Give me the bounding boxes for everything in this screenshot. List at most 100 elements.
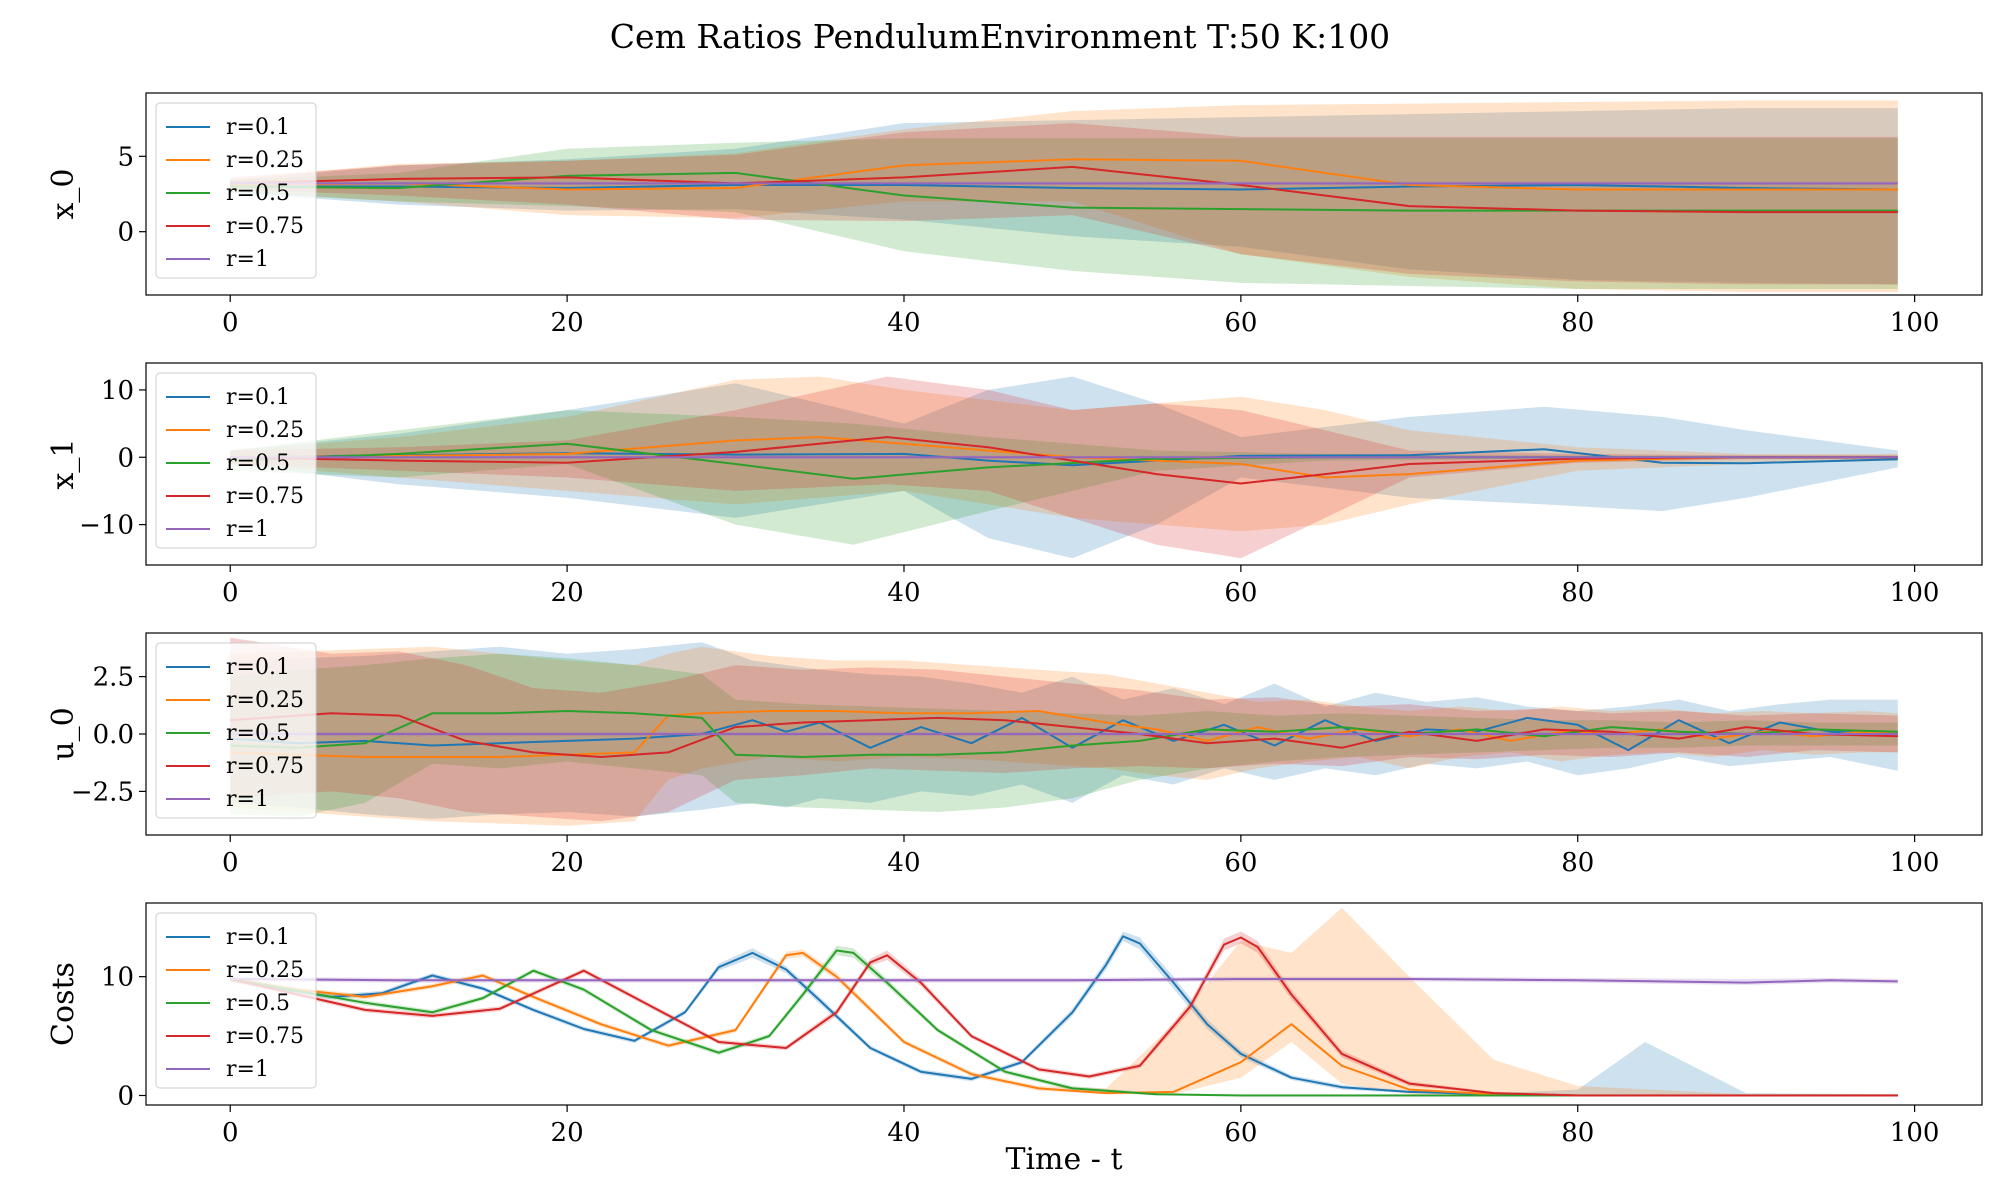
legend: r=0.1 r=0.25 r=0.5 r=0.75 r=1 <box>155 642 317 819</box>
x-tick-label: 0 <box>222 308 239 338</box>
legend-entry-label: r=0.1 <box>226 925 290 950</box>
x-tick-label: 40 <box>887 308 920 338</box>
y-tick-label: −10 <box>79 511 134 541</box>
legend-entry-label: r=0.75 <box>226 214 304 239</box>
legend-entry-label: r=0.1 <box>226 115 290 140</box>
band-r=0.75 <box>230 123 1898 285</box>
x-axis-label: Time - t <box>1005 1142 1122 1177</box>
y-tick-label: 10 <box>101 376 134 406</box>
legend-frame <box>155 642 317 819</box>
x-tick-label: 0 <box>222 578 239 608</box>
line-r=0.75 <box>230 436 1898 485</box>
y-tick-label: 0 <box>117 218 134 248</box>
x-tick-label: 60 <box>1224 1118 1257 1148</box>
x-tick-label: 60 <box>1224 308 1257 338</box>
line-r=0.5 <box>230 710 1898 758</box>
legend-frame <box>155 102 317 279</box>
band-r=0.75 <box>230 376 1898 559</box>
x-tick-label: 100 <box>1890 308 1940 338</box>
legend-entry-label: r=0.5 <box>226 721 290 746</box>
band-r=0.5 <box>230 653 1898 817</box>
axes-frame <box>145 902 1983 1106</box>
legend-entry-label: r=0.25 <box>226 958 304 983</box>
legend-entry-label: r=0.1 <box>226 385 290 410</box>
legend-entry-label: r=0.5 <box>226 991 290 1016</box>
line-r=0.75 <box>230 712 1898 758</box>
y-tick-label: 0 <box>117 1081 134 1111</box>
line-r=0.75 <box>230 165 1898 214</box>
axes-frame <box>145 92 1983 296</box>
legend-entry-label: r=0.75 <box>226 1024 304 1049</box>
plot-area <box>230 100 1898 292</box>
legend-entry-label: r=0.75 <box>226 484 304 509</box>
x-tick-label: 80 <box>1561 848 1594 878</box>
x-tick-label: 40 <box>887 578 920 608</box>
x-tick-label: 40 <box>887 848 920 878</box>
band-r=0.1 <box>230 108 1898 285</box>
band-r=0.25 <box>230 376 1898 532</box>
legend-entry-label: r=0.5 <box>226 181 290 206</box>
axes-frame <box>145 362 1983 566</box>
line-r=0.25 <box>230 158 1898 191</box>
subplot-Costs: 0 20 40 60 80 100010Costsr=0.1r=0.25r=0.5r=0.… <box>46 902 1983 1148</box>
legend-entry-label: r=1 <box>226 787 269 812</box>
legend-entry-label: r=0.5 <box>226 451 290 476</box>
y-axis-label: x_0 <box>46 168 81 219</box>
band-r=0.75 <box>230 637 1898 822</box>
x-tick-label: 60 <box>1224 848 1257 878</box>
subplot-x_0: 0 20 40 60 80 10005x_0r=0.1r=0.25r=0.5r=0.75r… <box>46 92 1983 338</box>
y-axis-label: Costs <box>46 962 81 1046</box>
y-tick-label: 2.5 <box>93 663 134 693</box>
y-axis-label: x_1 <box>46 438 81 489</box>
legend-entry-label: r=0.25 <box>226 688 304 713</box>
figure-title: Cem Ratios PendulumEnvironment T:50 K:10… <box>610 17 1390 56</box>
x-tick-label: 100 <box>1890 1118 1940 1148</box>
line-r=0.5 <box>230 949 1898 1097</box>
legend-entry-label: r=0.1 <box>226 655 290 680</box>
y-tick-label: −2.5 <box>71 777 134 807</box>
legend-entry-label: r=1 <box>226 247 269 272</box>
legend-entry-label: r=1 <box>226 1057 269 1082</box>
y-tick-label: 5 <box>117 142 134 172</box>
y-tick-label: 0 <box>117 443 134 473</box>
plot-area <box>230 637 1898 826</box>
x-tick-label: 20 <box>551 848 584 878</box>
x-tick-label: 0 <box>222 848 239 878</box>
legend-entry-label: r=0.75 <box>226 754 304 779</box>
y-tick-label: 0.0 <box>93 720 134 750</box>
legend: r=0.1 r=0.25 r=0.5 r=0.75 r=1 <box>155 912 317 1089</box>
x-tick-label: 100 <box>1890 578 1940 608</box>
x-tick-label: 0 <box>222 1118 239 1148</box>
band-r=0.5 <box>230 410 1898 545</box>
band-r=0.1 <box>230 642 1898 819</box>
legend-frame <box>155 912 317 1089</box>
legend-entry-label: r=0.25 <box>226 148 304 173</box>
line-r=0.1 <box>230 448 1898 467</box>
plot-area <box>229 907 1898 1097</box>
legend: r=0.1 r=0.25 r=0.5 r=0.75 r=1 <box>155 372 317 549</box>
x-tick-label: 80 <box>1561 1118 1594 1148</box>
plot-area <box>230 376 1898 559</box>
x-tick-label: 20 <box>551 308 584 338</box>
legend: r=0.1 r=0.25 r=0.5 r=0.75 r=1 <box>155 102 317 279</box>
x-tick-label: 80 <box>1561 308 1594 338</box>
x-tick-label: 40 <box>887 1118 920 1148</box>
line-r=1 <box>230 978 1898 984</box>
x-tick-label: 80 <box>1561 578 1594 608</box>
subplot-x_1: 0 20 40 60 80 100−10010x_1r=0.1r=0.25r=0.5r=0… <box>46 362 1983 608</box>
subplot-u_0: 0 20 40 60 80 100−2.50.02.5u_0r=0.1r=0.25r=0.… <box>46 632 1983 878</box>
band-r=0.25 <box>230 646 1898 826</box>
line-r=0.1 <box>230 935 1898 1097</box>
line-r=0.25 <box>230 951 1898 1097</box>
x-tick-label: 20 <box>551 1118 584 1148</box>
subplots: 0 20 40 60 80 10005x_0r=0.1r=0.25r=0.5r=0.75r… <box>46 92 1983 1148</box>
band-r=0.5 <box>230 138 1898 289</box>
x-tick-label: 20 <box>551 578 584 608</box>
y-tick-label: 10 <box>101 963 134 993</box>
band-r=0.25 <box>230 100 1898 292</box>
legend-entry-label: r=1 <box>226 517 269 542</box>
band-r=0.25 <box>230 907 1898 1096</box>
line-r=0.75 <box>229 936 1898 1097</box>
y-axis-label: u_0 <box>46 707 81 760</box>
